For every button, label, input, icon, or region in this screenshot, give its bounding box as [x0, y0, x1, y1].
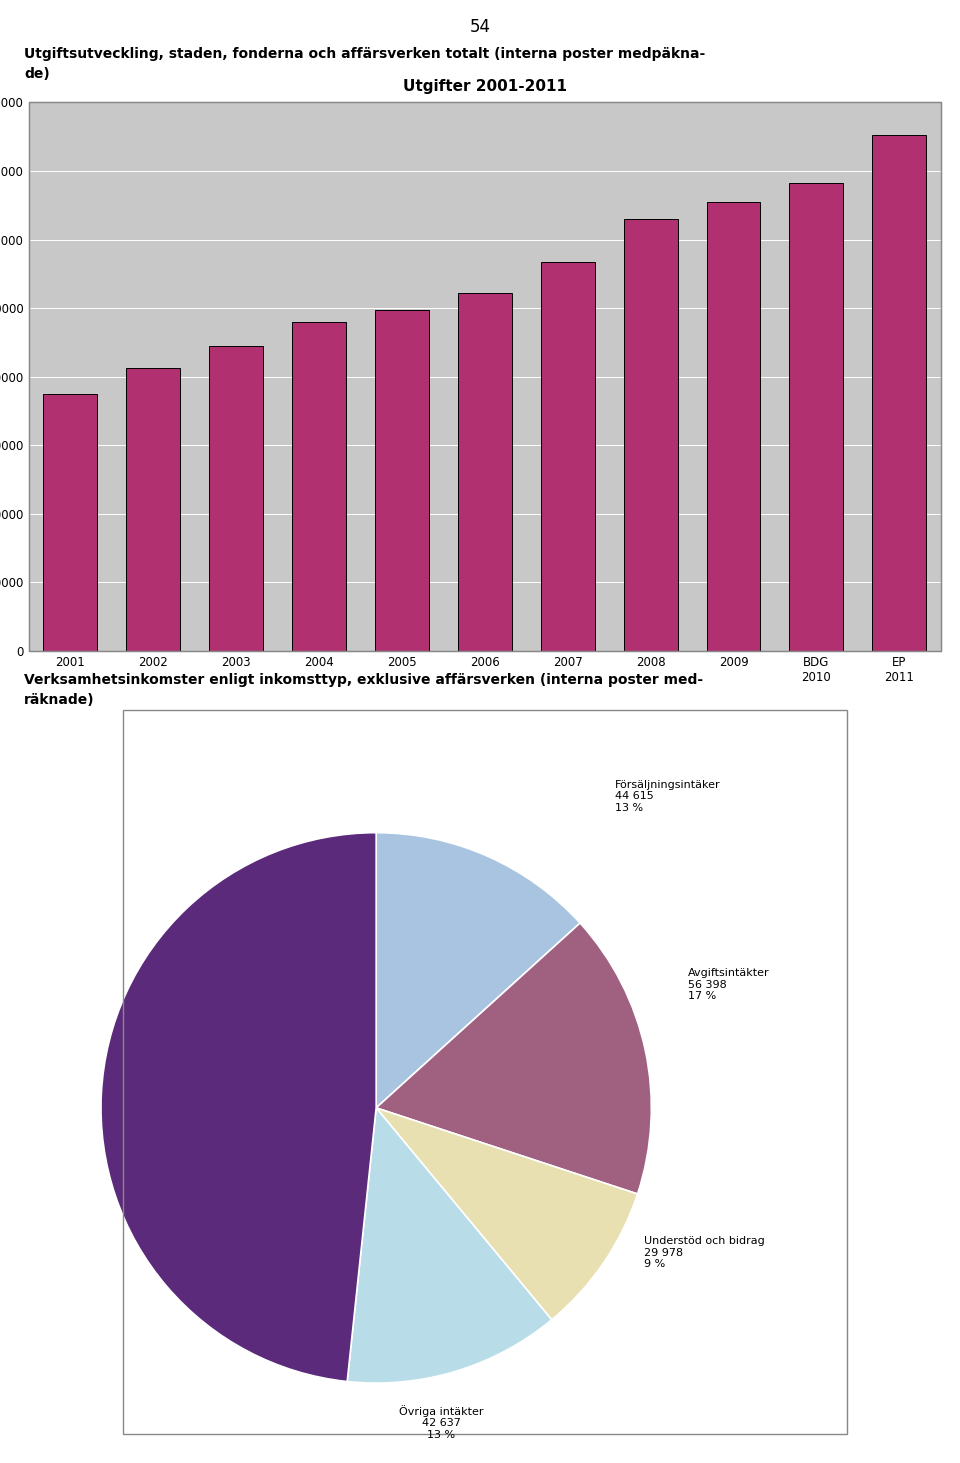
Bar: [126, 369, 180, 651]
Text: Utgiftsutveckling, staden, fonderna och affärsverken totalt (interna poster medр: Utgiftsutveckling, staden, fonderna och …: [24, 47, 706, 61]
Text: de): de): [24, 67, 50, 82]
Bar: [789, 183, 844, 651]
Bar: [624, 219, 678, 651]
Bar: [43, 394, 97, 651]
Wedge shape: [376, 832, 580, 1107]
Wedge shape: [376, 1107, 637, 1320]
Bar: [29, 102, 941, 651]
Text: räknade): räknade): [24, 693, 95, 708]
Bar: [707, 202, 760, 651]
Text: Verksamhetsinkomster enligt inkomsttyp, exklusive affärsverken (interna poster m: Verksamhetsinkomster enligt inkomsttyp, …: [24, 673, 703, 688]
Text: Övriga intäkter
42 637
13 %: Övriga intäkter 42 637 13 %: [399, 1404, 484, 1440]
Bar: [458, 293, 512, 651]
Title: Utgifter 2001-2011: Utgifter 2001-2011: [403, 79, 566, 94]
Wedge shape: [348, 1107, 552, 1383]
Text: 54: 54: [469, 18, 491, 37]
Text: Understöd och bidrag
29 978
9 %: Understöd och bidrag 29 978 9 %: [644, 1236, 765, 1270]
Bar: [209, 345, 263, 651]
Bar: [375, 310, 429, 651]
Bar: [540, 262, 594, 651]
Bar: [873, 135, 926, 651]
Bar: [292, 322, 346, 651]
Text: Avgiftsintäkter
56 398
17 %: Avgiftsintäkter 56 398 17 %: [687, 969, 769, 1001]
Wedge shape: [376, 923, 652, 1194]
Text: Försäljningsintäker
44 615
13 %: Försäljningsintäker 44 615 13 %: [615, 780, 721, 813]
Wedge shape: [101, 832, 376, 1381]
